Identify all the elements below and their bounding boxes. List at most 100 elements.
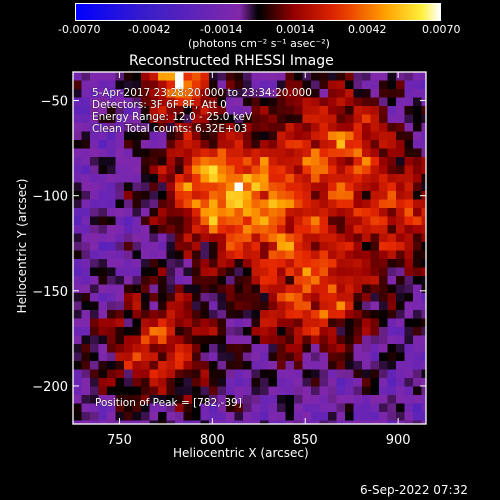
heatmap-cell	[285, 174, 294, 183]
heatmap-cell	[217, 208, 226, 217]
heatmap-cell	[370, 301, 379, 310]
heatmap-cell	[217, 327, 226, 336]
heatmap-cell	[285, 386, 294, 395]
heatmap-cell	[73, 267, 82, 276]
heatmap-cell	[124, 157, 133, 166]
heatmap-cell	[141, 208, 150, 217]
heatmap-cell	[319, 191, 328, 200]
heatmap-cell	[183, 106, 192, 115]
heatmap-cell	[183, 165, 192, 174]
heatmap-cell	[124, 140, 133, 149]
heatmap-cell	[328, 293, 337, 302]
heatmap-cell	[209, 72, 218, 81]
heatmap-cell	[336, 301, 345, 310]
heatmap-cell	[90, 157, 99, 166]
heatmap-cell	[115, 395, 124, 404]
colorbar	[75, 3, 441, 21]
heatmap-cell	[302, 80, 311, 89]
heatmap-cell	[158, 216, 167, 225]
heatmap-cell	[336, 318, 345, 327]
heatmap-cell	[413, 344, 422, 353]
heatmap-cell	[294, 165, 303, 174]
heatmap-cell	[200, 242, 209, 251]
heatmap-cell	[328, 80, 337, 89]
heatmap-cell	[251, 148, 260, 157]
heatmap-cell	[124, 250, 133, 259]
heatmap-cell	[413, 89, 422, 98]
heatmap-cell	[243, 72, 252, 81]
heatmap-cell	[285, 89, 294, 98]
heatmap-cell	[98, 216, 107, 225]
plot-frame	[72, 71, 427, 425]
heatmap-cell	[166, 174, 175, 183]
heatmap-cell	[421, 80, 426, 89]
heatmap-cell	[277, 420, 286, 424]
heatmap-cell	[311, 293, 320, 302]
heatmap-cell	[379, 123, 388, 132]
heatmap-cell	[421, 327, 426, 336]
heatmap-cell	[192, 276, 201, 285]
heatmap-cell	[319, 216, 328, 225]
heatmap-cell	[268, 199, 277, 208]
heatmap-cell	[285, 199, 294, 208]
heatmap-cell	[192, 199, 201, 208]
heatmap-cell	[396, 225, 405, 234]
heatmap-cell	[421, 369, 426, 378]
heatmap-cell	[362, 352, 371, 361]
heatmap-cell	[328, 199, 337, 208]
heatmap-cell	[285, 157, 294, 166]
heatmap-cell	[362, 276, 371, 285]
heatmap-cell	[226, 233, 235, 242]
heatmap-cell	[107, 293, 116, 302]
heatmap-cell	[124, 208, 133, 217]
heatmap-cell	[311, 148, 320, 157]
heatmap-cell	[141, 114, 150, 123]
heatmap-cell	[209, 344, 218, 353]
heatmap-cell	[226, 276, 235, 285]
heatmap-cell	[217, 157, 226, 166]
heatmap-cell	[115, 131, 124, 140]
heatmap-cell	[387, 72, 396, 81]
heatmap-cell	[81, 174, 90, 183]
heatmap-cell	[124, 259, 133, 268]
heatmap-cell	[226, 344, 235, 353]
heatmap-cell	[209, 395, 218, 404]
heatmap-cell	[209, 165, 218, 174]
heatmap-cell	[175, 403, 184, 412]
heatmap-cell	[387, 140, 396, 149]
heatmap-cell	[90, 165, 99, 174]
heatmap-cell	[379, 369, 388, 378]
heatmap-cell	[387, 165, 396, 174]
heatmap-cell	[149, 123, 158, 132]
heatmap-cell	[81, 72, 90, 81]
colorbar-tick-label: -0.0070	[58, 23, 101, 36]
heatmap-cell	[251, 131, 260, 140]
heatmap-cell	[345, 191, 354, 200]
heatmap-cell	[209, 216, 218, 225]
heatmap-cell	[404, 267, 413, 276]
heatmap-cell	[413, 395, 422, 404]
heatmap-cell	[81, 250, 90, 259]
heatmap-cell	[311, 369, 320, 378]
heatmap-cell	[107, 242, 116, 251]
heatmap-cell	[209, 284, 218, 293]
heatmap-cell	[336, 335, 345, 344]
heatmap-cell	[260, 267, 269, 276]
heatmap-cell	[226, 123, 235, 132]
heatmap-cell	[294, 276, 303, 285]
heatmap-cell	[107, 327, 116, 336]
heatmap-cell	[217, 318, 226, 327]
heatmap-cell	[251, 361, 260, 370]
heatmap-cell	[73, 361, 82, 370]
heatmap-cell	[362, 131, 371, 140]
heatmap-cell	[132, 310, 141, 319]
heatmap-cell	[234, 352, 243, 361]
heatmap-cell	[396, 412, 405, 421]
heatmap-cell	[243, 369, 252, 378]
heatmap-cell	[268, 361, 277, 370]
heatmap-cell	[328, 318, 337, 327]
heatmap-cell	[251, 199, 260, 208]
heatmap-cell	[302, 208, 311, 217]
heatmap-cell	[192, 250, 201, 259]
heatmap-cell	[192, 335, 201, 344]
